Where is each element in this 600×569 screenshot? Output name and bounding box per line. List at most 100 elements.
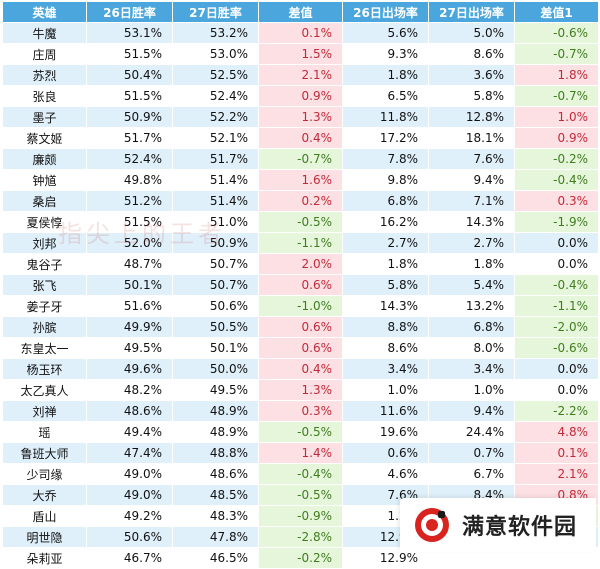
winrate-27-cell: 47.8% [172,526,259,548]
pickrate-diff-cell: -0.4% [514,274,599,296]
pickrate-diff-cell: 2.1% [514,463,599,485]
pickrate-27-cell: 6.7% [428,463,515,485]
pickrate-26-cell: 1.0% [342,379,429,401]
winrate-26-cell: 51.2% [86,190,173,212]
winrate-26-cell: 49.0% [86,484,173,506]
column-header-winrate-diff: 差值 [258,1,343,23]
pickrate-27-cell: 9.4% [428,400,515,422]
pickrate-27-cell: 2.7% [428,232,515,254]
pickrate-26-cell: 11.8% [342,106,429,128]
hero-name-cell: 苏烈 [2,64,87,86]
pickrate-diff-cell: -0.6% [514,22,599,44]
winrate-diff-cell: 0.3% [258,400,343,422]
hero-name-cell: 庄周 [2,43,87,65]
pickrate-diff-cell: -0.4% [514,169,599,191]
hero-name-cell: 钟馗 [2,169,87,191]
winrate-26-cell: 49.8% [86,169,173,191]
winrate-27-cell: 48.3% [172,505,259,527]
winrate-27-cell: 52.5% [172,64,259,86]
winrate-diff-cell: 1.4% [258,442,343,464]
column-header-hero: 英雄 [2,1,87,23]
table-row: 少司缘 49.0% 48.6% -0.4% 4.6% 6.7% 2.1% [2,463,599,485]
winrate-26-cell: 50.1% [86,274,173,296]
table-row: 刘禅 48.6% 48.9% 0.3% 11.6% 9.4% -2.2% [2,400,599,422]
pickrate-27-cell: 9.4% [428,169,515,191]
hero-name-cell: 孙膑 [2,316,87,338]
hero-name-cell: 杨玉环 [2,358,87,380]
winrate-diff-cell: -0.5% [258,211,343,233]
pickrate-26-cell: 4.6% [342,463,429,485]
pickrate-diff-cell: -0.7% [514,43,599,65]
hero-name-cell: 刘禅 [2,400,87,422]
hero-name-cell: 姜子牙 [2,295,87,317]
winrate-27-cell: 50.6% [172,295,259,317]
winrate-diff-cell: -0.7% [258,148,343,170]
winrate-26-cell: 51.5% [86,43,173,65]
pickrate-26-cell: 5.6% [342,22,429,44]
table-body: 牛魔 53.1% 53.2% 0.1% 5.6% 5.0% -0.6% 庄周 51.5% 53.0… [2,22,599,569]
column-header-winrate-26: 26日胜率 [86,1,173,23]
pickrate-27-cell: 5.0% [428,22,515,44]
winrate-diff-cell: 1.3% [258,106,343,128]
winrate-diff-cell: 1.6% [258,169,343,191]
winrate-27-cell: 50.7% [172,274,259,296]
pickrate-27-cell: 14.3% [428,211,515,233]
column-header-winrate-27: 27日胜率 [172,1,259,23]
pickrate-27-cell: 7.1% [428,190,515,212]
table-header-row: 英雄 26日胜率 27日胜率 差值 26日出场率 27日出场率 差值1 [2,1,599,23]
winrate-diff-cell: -0.9% [258,505,343,527]
hero-name-cell: 大乔 [2,484,87,506]
pickrate-diff-cell: -1.1% [514,295,599,317]
table-row: 姜子牙 51.6% 50.6% -1.0% 14.3% 13.2% -1.1% [2,295,599,317]
winrate-26-cell: 51.5% [86,85,173,107]
winrate-27-cell: 53.2% [172,22,259,44]
winrate-27-cell: 50.0% [172,358,259,380]
winrate-26-cell: 51.5% [86,211,173,233]
table-row: 孙膑 49.9% 50.5% 0.6% 8.8% 6.8% -2.0% [2,316,599,338]
table-row: 牛魔 53.1% 53.2% 0.1% 5.6% 5.0% -0.6% [2,22,599,44]
hero-name-cell: 廉颇 [2,148,87,170]
hero-name-cell: 东皇太一 [2,337,87,359]
winrate-27-cell: 52.4% [172,85,259,107]
winrate-diff-cell: 0.1% [258,22,343,44]
pickrate-diff-cell: 4.8% [514,421,599,443]
pickrate-diff-cell: 0.0% [514,232,599,254]
winrate-26-cell: 51.6% [86,295,173,317]
table-row: 苏烈 50.4% 52.5% 2.1% 1.8% 3.6% 1.8% [2,64,599,86]
column-header-pickrate-27: 27日出场率 [428,1,515,23]
winrate-27-cell: 52.1% [172,127,259,149]
hero-name-cell: 盾山 [2,505,87,527]
pickrate-diff-cell: -0.6% [514,337,599,359]
pickrate-26-cell: 6.8% [342,190,429,212]
logo-text: 满意软件园 [462,515,578,540]
hero-name-cell: 少司缘 [2,463,87,485]
pickrate-26-cell: 9.3% [342,43,429,65]
winrate-27-cell: 50.5% [172,316,259,338]
winrate-27-cell: 50.9% [172,232,259,254]
pickrate-diff-cell: 0.0% [514,253,599,275]
winrate-27-cell: 48.5% [172,484,259,506]
winrate-26-cell: 46.7% [86,547,173,569]
pickrate-diff-cell: 0.0% [514,358,599,380]
hero-name-cell: 墨子 [2,106,87,128]
column-header-pickrate-diff: 差值1 [514,1,599,23]
pickrate-26-cell: 16.2% [342,211,429,233]
pickrate-27-cell: 8.6% [428,43,515,65]
winrate-27-cell: 48.9% [172,421,259,443]
winrate-diff-cell: -0.5% [258,421,343,443]
table-row: 钟馗 49.8% 51.4% 1.6% 9.8% 9.4% -0.4% [2,169,599,191]
hero-name-cell: 牛魔 [2,22,87,44]
winrate-26-cell: 49.9% [86,316,173,338]
hero-name-cell: 朵莉亚 [2,547,87,569]
hero-name-cell: 夏侯惇 [2,211,87,233]
pickrate-26-cell: 7.8% [342,148,429,170]
pickrate-26-cell: 14.3% [342,295,429,317]
winrate-26-cell: 50.9% [86,106,173,128]
hero-name-cell: 瑶 [2,421,87,443]
winrate-26-cell: 50.6% [86,526,173,548]
pickrate-27-cell: 24.4% [428,421,515,443]
pickrate-26-cell: 19.6% [342,421,429,443]
winrate-diff-cell: 1.3% [258,379,343,401]
winrate-27-cell: 50.7% [172,253,259,275]
